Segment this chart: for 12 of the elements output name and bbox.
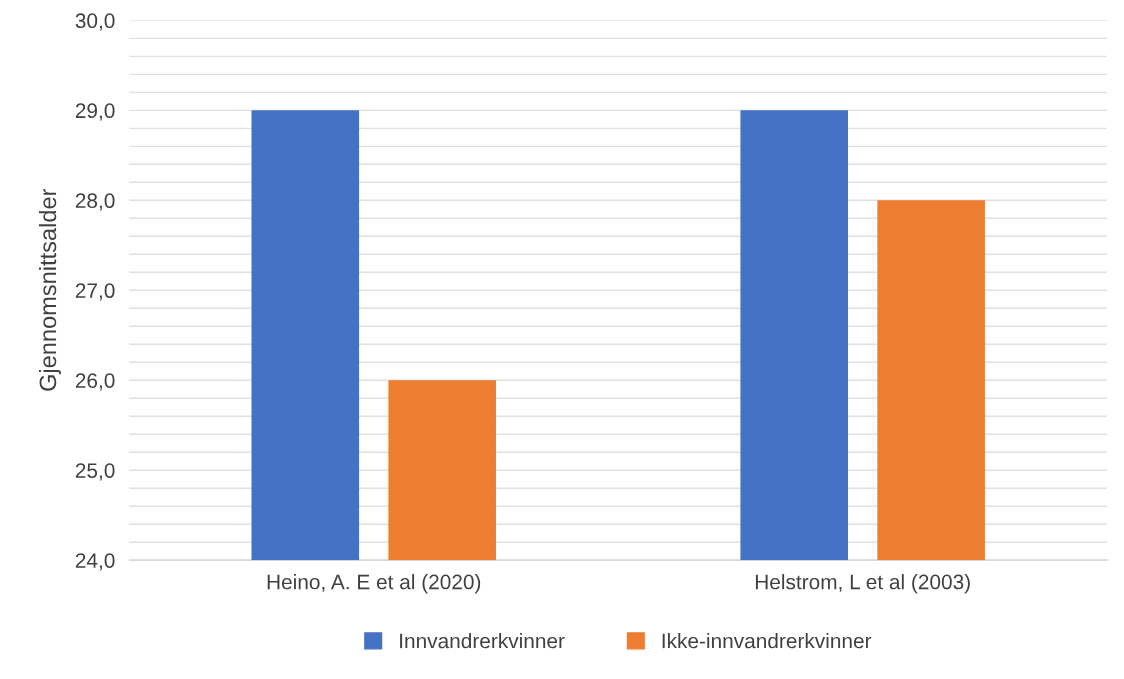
y-tick-label: 24,0 xyxy=(75,553,115,571)
y-tick-label: 29,0 xyxy=(75,103,115,121)
legend-label: Ikke-innvandrerkvinner xyxy=(662,633,872,649)
y-tick-label: 25,0 xyxy=(75,463,115,481)
y-tick-label: 30,0 xyxy=(75,13,115,31)
y-axis-title: Gjennomsnittsalder xyxy=(38,188,61,391)
y-tick-label: 28,0 xyxy=(75,193,115,211)
x-tick-label: Heino, A. E et al (2020) xyxy=(267,574,481,594)
y-tick-label: 27,0 xyxy=(75,283,115,301)
legend-label: Innvandrerkvinner xyxy=(400,633,565,649)
x-tick-label: Helstrom, L et al (2003) xyxy=(755,574,970,594)
y-tick-label: 26,0 xyxy=(75,373,115,391)
